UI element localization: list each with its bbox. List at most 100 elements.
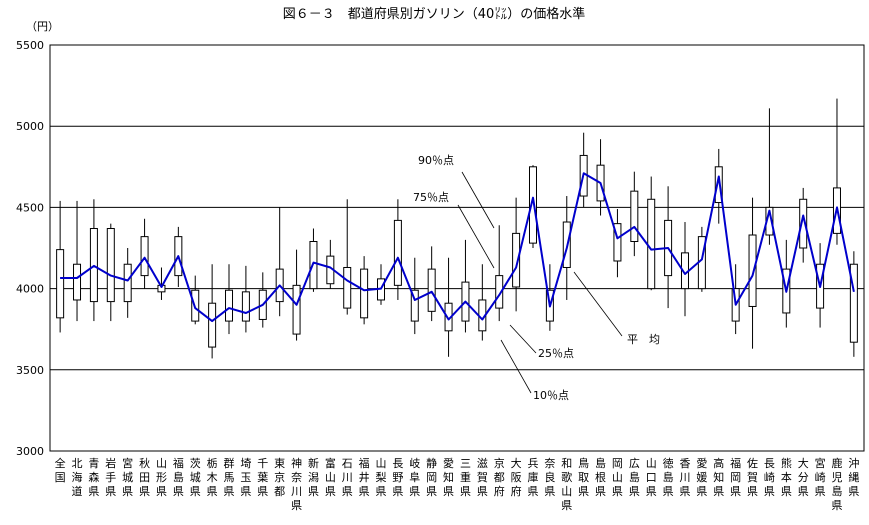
box-栃木県	[208, 264, 217, 359]
iqr-box	[56, 249, 65, 319]
x-tick-label-富山県: 富山県	[325, 456, 336, 498]
box-静岡県	[427, 246, 436, 322]
x-tick-label-茨城県: 茨城県	[190, 456, 201, 498]
iqr-box	[106, 228, 115, 303]
box-山口県	[647, 176, 656, 291]
box-宮城県	[123, 248, 132, 318]
box-群馬県	[225, 264, 234, 335]
iqr-box	[528, 166, 537, 244]
y-tick-label-3500: 3500	[16, 364, 44, 377]
x-axis-labels: 全国北海道青森県岩手県宮城県秋田県山形県福島県茨城県栃木県群馬県埼玉県千葉県東京…	[55, 456, 860, 512]
x-tick-label-全国: 全国	[55, 456, 66, 484]
annotation-p10-label: 10％点	[533, 389, 569, 402]
x-tick-label-佐賀県: 佐賀県	[747, 456, 758, 498]
x-tick-label-青森県: 青森県	[88, 457, 99, 498]
x-tick-label-徳島県: 徳島県	[663, 457, 674, 498]
x-tick-label-千葉県: 千葉県	[257, 457, 268, 498]
box-青森県	[89, 199, 98, 322]
x-tick-label-広島県: 広島県	[629, 457, 640, 498]
x-tick-label-三重県: 三重県	[460, 457, 471, 498]
x-tick-label-栃木県: 栃木県	[207, 456, 218, 498]
y-axis-ticks: 3000 3500 4000 4500 5000 5500	[16, 39, 44, 458]
box-長野県	[393, 199, 402, 300]
chart-title: 図６－３ 都道府県別ガソリン（40㍑）の価格水準	[283, 6, 586, 22]
box-沖縄県	[849, 251, 858, 357]
iqr-box	[292, 284, 301, 335]
grid-lines	[50, 125, 864, 371]
iqr-box	[241, 291, 250, 322]
iqr-box	[73, 263, 82, 301]
box-北海道	[73, 200, 82, 322]
x-tick-label-福岡県: 福岡県	[730, 456, 741, 498]
box-岐阜県	[410, 257, 419, 335]
x-tick-label-長野県: 長野県	[392, 457, 403, 498]
box-佐賀県	[748, 197, 757, 349]
x-tick-label-岩手県: 岩手県	[105, 456, 116, 498]
x-tick-label-群馬県: 群馬県	[224, 456, 235, 498]
plot-frame	[49, 44, 865, 452]
iqr-box	[393, 219, 402, 286]
x-tick-label-石川県: 石川県	[342, 457, 353, 498]
box-富山県	[326, 239, 335, 289]
annotation-p10-arrow	[500, 339, 532, 394]
annotation-mean-label: 平 均	[627, 333, 660, 346]
annotation-p75-arrow	[457, 204, 495, 269]
x-tick-label-高知県: 高知県	[713, 456, 724, 498]
box-石川県	[343, 199, 352, 315]
x-tick-label-秋田県: 秋田県	[139, 456, 150, 498]
box-三重県	[461, 239, 470, 333]
x-tick-label-京都府: 京都府	[494, 456, 505, 498]
x-tick-label-山形県: 山形県	[156, 457, 167, 498]
box-岡山県	[613, 209, 622, 278]
x-tick-label-島根県: 島根県	[595, 456, 606, 498]
iqr-box	[849, 263, 858, 343]
iqr-box	[512, 232, 521, 288]
x-tick-label-山梨県: 山梨県	[376, 457, 387, 498]
iqr-box	[495, 275, 504, 309]
iqr-box	[140, 236, 149, 277]
x-tick-label-北海道: 北海道	[72, 457, 83, 498]
mean-line-layer	[60, 172, 855, 323]
x-tick-label-愛知県: 愛知県	[443, 457, 454, 498]
x-tick-label-兵庫県: 兵庫県	[527, 457, 538, 498]
x-tick-label-愛媛県: 愛媛県	[696, 457, 707, 498]
annotations: 90％点 75％点 平 均 25％点 10％点	[413, 154, 660, 402]
iqr-box	[208, 302, 217, 348]
box-秋田県	[140, 218, 149, 289]
annotation-p90-arrow	[461, 171, 495, 229]
x-tick-label-鳥取県: 鳥取県	[578, 456, 589, 498]
box-兵庫県	[528, 165, 537, 248]
x-tick-label-岡山県: 岡山県	[612, 457, 623, 498]
iqr-box	[360, 268, 369, 319]
x-tick-label-福井県: 福井県	[359, 456, 370, 498]
y-tick-label-4500: 4500	[16, 201, 44, 214]
box-layer	[56, 98, 858, 359]
annotation-p90-label: 90％点	[418, 154, 454, 167]
x-tick-label-沖縄県: 沖縄県	[848, 457, 859, 498]
y-tick-label-4000: 4000	[16, 283, 44, 296]
box-大分県	[799, 187, 808, 263]
x-tick-label-和歌山県: 和歌山県	[561, 457, 572, 512]
annotation-p25-label: 25％点	[538, 347, 574, 360]
x-tick-label-奈良県: 奈良県	[544, 456, 555, 498]
box-東京都	[275, 207, 284, 317]
x-tick-label-長崎県: 長崎県	[764, 457, 775, 498]
annotation-p75-label: 75％点	[413, 191, 449, 204]
box-京都府	[495, 225, 504, 322]
mean-line	[60, 172, 855, 323]
x-tick-label-宮城県: 宮城県	[122, 456, 133, 498]
x-tick-label-静岡県: 静岡県	[426, 456, 437, 498]
iqr-box	[630, 190, 639, 243]
iqr-box	[225, 289, 234, 322]
y-axis-unit-label: （円）	[26, 20, 59, 33]
iqr-box	[748, 234, 757, 307]
x-tick-label-福島県: 福島県	[173, 456, 184, 498]
annotation-p25-arrow	[509, 324, 537, 354]
box-広島県	[630, 171, 639, 257]
x-tick-label-香川県: 香川県	[679, 457, 690, 498]
annotation-mean-arrow	[573, 271, 623, 337]
y-tick-label-5500: 5500	[16, 39, 44, 52]
box-全国	[56, 200, 65, 333]
